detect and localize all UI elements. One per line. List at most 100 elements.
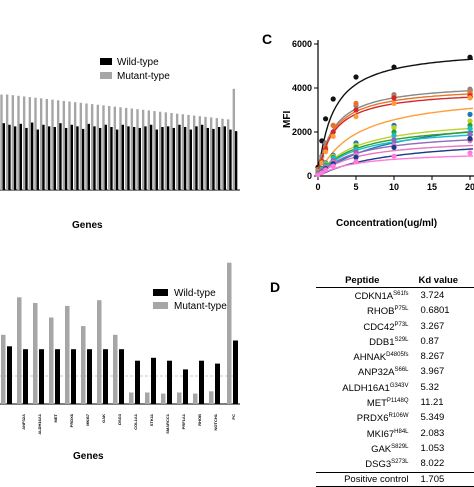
peptide-cell: DDB1S29L [316,334,415,349]
bar-mutant-type [119,107,121,190]
bar-mutant-type [161,394,166,404]
peptide-cell: METP1148Q [316,395,415,410]
data-point [323,167,328,172]
peptide-gene: CDKN1A [355,291,394,302]
gene-label: PRDX6 [69,413,74,427]
bar-wild-type [233,341,238,405]
bar-mutant-type [199,116,201,190]
bar-wild-type [235,131,237,190]
y-tick-label: 6000 [292,39,312,49]
peptide-cell: CDKN1AS61fs [316,288,415,304]
data-point [467,95,472,100]
bar-wild-type [229,130,231,190]
bar-wild-type [82,129,84,190]
bar-wild-type [20,124,22,190]
legend-swatch-wild-type [153,289,168,296]
bar-wild-type [59,123,61,190]
x-tick-label: 15 [427,182,437,192]
bar-wild-type [93,126,95,190]
panel-c-label: C [262,31,272,47]
bar-wild-type [88,124,90,190]
panel-b-bars [1,263,238,404]
bar-wild-type [190,130,192,190]
peptide-cell: RHOBP75L [316,303,415,318]
bar-wild-type [184,127,186,190]
gene-label: GAK [101,414,106,423]
bar-mutant-type [102,105,104,190]
bar-mutant-type [97,105,99,190]
bar-mutant-type [204,117,206,190]
bar-wild-type [103,349,108,404]
bar-wild-type [212,129,214,190]
panel-b-x-axis-title: Genes [73,451,104,462]
bar-wild-type [218,127,220,190]
gene-label: RHOB [197,414,202,426]
bar-wild-type [39,349,44,404]
bar-mutant-type [40,98,42,190]
legend-swatch-mutant-type [153,302,168,309]
data-point [353,107,358,112]
bar-wild-type [76,126,78,190]
kd-value-cell: 5.32 [415,380,474,395]
bar-mutant-type [233,89,235,190]
peptide-cell: PRDX6R106W [316,410,415,425]
kd-value-cell: 5.349 [415,410,474,425]
kd-value-cell: 0.6801 [415,303,474,318]
bar-wild-type [178,125,180,190]
bar-mutant-type [108,106,110,190]
bar-wild-type [14,126,16,190]
bar-wild-type [110,127,112,190]
bar-mutant-type [81,326,86,404]
kd-value-cell: 3.267 [415,319,474,334]
peptide-gene: DSG3 [365,459,391,470]
legend-swatch-mutant-type [100,72,112,79]
x-tick-label: 10 [389,182,399,192]
bar-wild-type [156,130,158,190]
peptide-mutation: R106W [388,413,408,419]
data-point [353,101,358,106]
data-point [331,96,336,101]
data-point [323,149,328,154]
bar-mutant-type [63,101,65,190]
bar-wild-type [99,128,101,190]
bar-mutant-type [193,116,195,190]
column-header-peptide: Peptide [316,274,415,288]
data-point [353,74,358,79]
bar-wild-type [42,125,44,190]
panel-c-x-axis-title: Concentration(ug/ml) [336,218,437,229]
bar-mutant-type [227,263,232,404]
bar-wild-type [201,125,203,190]
data-point [353,114,358,119]
peptide-mutation: S61fs [393,291,408,297]
bar-wild-type [54,127,56,190]
bar-mutant-type [57,100,59,190]
bar-mutant-type [159,112,161,190]
bar-wild-type [173,128,175,190]
bar-wild-type [167,126,169,190]
bar-mutant-type [1,335,6,404]
bar-mutant-type [74,102,76,190]
bar-wild-type [199,361,204,404]
data-point [467,136,472,141]
y-tick-label: 4000 [292,83,312,93]
peptide-cell: CDC42P73L [316,319,415,334]
panel-c-y-axis-title: MFI [282,111,293,128]
data-point [353,159,358,164]
kd-value-cell: 11.21 [415,395,474,410]
bar-mutant-type [177,393,182,405]
peptide-mutation: S273L [391,459,408,465]
bar-wild-type [167,361,172,404]
peptide-cell: DSG3S273L [316,456,415,472]
data-point [467,126,472,131]
bar-wild-type [116,130,118,190]
bar-mutant-type [221,119,223,190]
data-point [391,65,396,70]
peptide-cell: GAKS829L [316,441,415,456]
peptide-gene: GAK [371,444,391,455]
bar-wild-type [7,346,12,404]
bar-mutant-type [49,318,54,405]
